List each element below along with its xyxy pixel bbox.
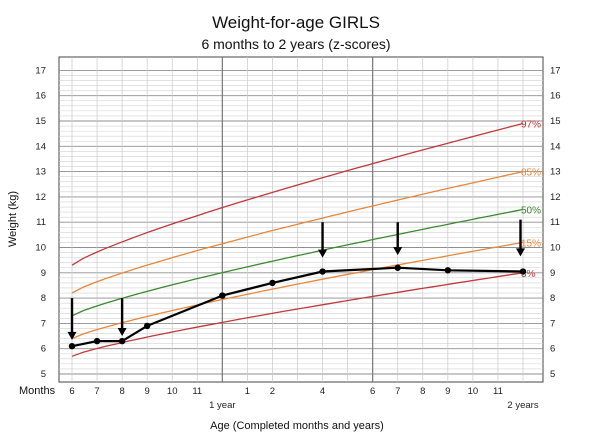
percentile-curve (71, 122, 524, 266)
x-tick-label: 10 (167, 386, 178, 397)
arrow-head (515, 248, 525, 257)
chart-title: Weight-for-age GIRLS (212, 13, 380, 32)
data-point (93, 337, 101, 345)
y-tick-label: 8 (41, 293, 46, 304)
x-tick-label: 11 (192, 386, 202, 397)
y-tick-label: 9 (41, 268, 46, 279)
data-point (394, 264, 401, 271)
arrow-head (117, 328, 127, 337)
y-tick-label: 7 (550, 318, 555, 329)
data-point (269, 279, 276, 287)
arrow-head (318, 249, 328, 258)
year-label: 1 year (209, 400, 235, 411)
x-tick-label: 11 (493, 386, 503, 397)
x-tick-label: 10 (468, 386, 479, 397)
y-tick-label: 17 (550, 65, 561, 76)
y-tick-label: 16 (35, 91, 46, 102)
x-axis-label: Age (Completed months and years) (210, 420, 384, 432)
x-tick-label: 9 (445, 386, 450, 397)
x-tick-label: 7 (395, 386, 400, 397)
y-tick-label: 11 (550, 217, 560, 228)
y-tick-label: 5 (550, 369, 555, 380)
x-row-label: Months (19, 385, 56, 397)
x-tick-label: 6 (370, 386, 375, 397)
percentile-label: 85% (521, 168, 541, 179)
percentile-label: 3% (521, 269, 536, 280)
percentile-curve (71, 241, 524, 340)
x-axis: 6 7 8 9 10 11 1 2 4 6 7 8 9 10 111 year 2 years (69, 386, 538, 411)
y-axis-left: 5 6 7 8 9 10 11 12 13 14 15 16 17 (35, 65, 46, 380)
data-point (519, 268, 527, 275)
percentile-label: 50% (521, 206, 541, 217)
arrow-head (67, 331, 77, 340)
y-tick-label: 12 (35, 192, 46, 203)
y-tick-label: 16 (550, 91, 561, 102)
x-tick-label: 1 (245, 386, 250, 397)
y-tick-label: 15 (35, 116, 46, 127)
y-tick-label: 6 (550, 344, 555, 355)
weight-series (68, 264, 527, 350)
x-tick-label: 4 (320, 386, 325, 397)
y-axis-label: Weight (kg) (7, 191, 19, 247)
percentile-curve (71, 208, 524, 317)
y-tick-label: 13 (35, 167, 46, 178)
y-tick-label: 15 (550, 116, 561, 127)
x-tick-label: 8 (420, 386, 425, 397)
y-tick-label: 12 (550, 192, 561, 203)
percentile-curves: 97% 85% 50% 15% 3% (71, 120, 541, 357)
y-tick-label: 5 (41, 369, 46, 380)
percentile-curve (71, 170, 524, 294)
y-tick-label: 14 (35, 141, 46, 152)
y-axis-right: 5 6 7 8 9 10 11 12 13 14 15 16 17 (550, 65, 561, 380)
year-label: 2 years (507, 400, 538, 411)
y-tick-label: 6 (41, 344, 46, 355)
y-tick-label: 10 (550, 243, 561, 254)
arrow-head (393, 247, 403, 256)
y-tick-label: 11 (36, 217, 46, 228)
y-tick-label: 8 (550, 293, 555, 304)
y-tick-label: 17 (35, 65, 46, 76)
data-point (118, 337, 126, 345)
chart-subtitle: 6 months to 2 years (z-scores) (201, 36, 390, 52)
x-tick-label: 9 (145, 386, 150, 397)
arrows (67, 219, 525, 340)
y-tick-label: 14 (550, 141, 561, 152)
y-tick-label: 9 (550, 268, 555, 279)
data-point (68, 342, 76, 350)
percentile-label: 15% (521, 238, 541, 249)
data-point (444, 267, 452, 274)
data-point (219, 292, 226, 299)
y-tick-label: 10 (35, 243, 46, 254)
data-point (319, 268, 326, 275)
percentile-label: 97% (521, 120, 541, 131)
data-point (143, 322, 151, 330)
x-tick-label: 8 (119, 386, 124, 397)
x-tick-label: 7 (94, 386, 99, 397)
series-line (71, 266, 524, 348)
x-tick-label: 2 (270, 386, 275, 397)
y-tick-label: 7 (41, 318, 46, 329)
percentile-curve (71, 272, 524, 357)
y-tick-label: 13 (550, 167, 561, 178)
x-tick-label: 6 (69, 386, 74, 397)
